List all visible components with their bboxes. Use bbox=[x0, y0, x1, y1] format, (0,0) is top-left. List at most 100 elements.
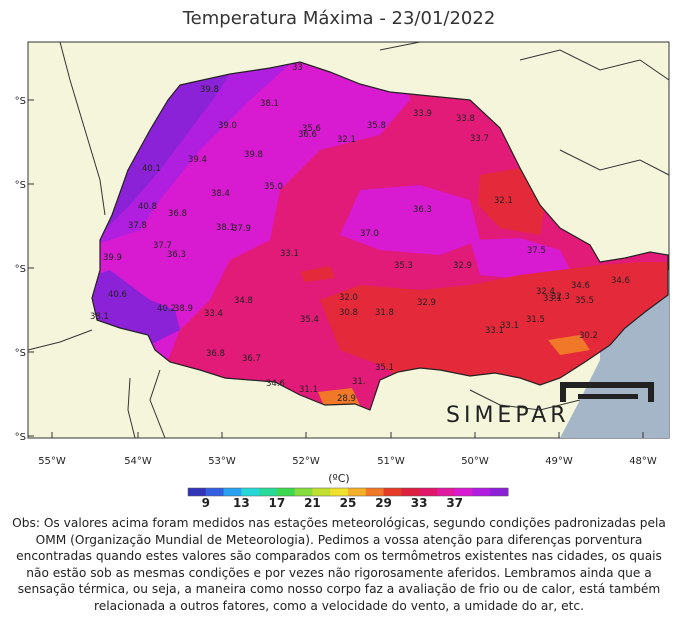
latitude-label: °S bbox=[15, 348, 26, 359]
colorbar-segment bbox=[241, 488, 260, 496]
station-value: 34.6 bbox=[571, 281, 590, 291]
station-value: 32.1 bbox=[494, 196, 513, 206]
station-value: 39.8 bbox=[200, 85, 219, 95]
colorbar-segment bbox=[472, 488, 491, 496]
station-value: 32.1 bbox=[337, 135, 356, 145]
station-value: 36.3 bbox=[167, 250, 186, 260]
station-value: 33.8 bbox=[456, 114, 475, 124]
station-value: 36.7 bbox=[242, 354, 261, 364]
latitude-label: °S bbox=[15, 432, 26, 443]
longitude-label: 54°W bbox=[124, 456, 152, 467]
station-value: 40.8 bbox=[138, 202, 157, 212]
station-value: 35.4 bbox=[300, 315, 319, 325]
logo-text: SIMEPAR bbox=[446, 403, 570, 428]
station-value: 37.5 bbox=[527, 246, 546, 256]
colorbar-segment bbox=[419, 488, 438, 496]
station-value: 38.9 bbox=[174, 304, 193, 314]
latitude-labels: °S °S °S °S °S bbox=[15, 96, 26, 443]
station-value: 32.0 bbox=[339, 293, 358, 303]
station-value: 37.7 bbox=[153, 241, 172, 251]
colorbar-label: 37 bbox=[446, 496, 463, 510]
colorbar-segment bbox=[365, 488, 385, 496]
station-value: 39.4 bbox=[188, 155, 207, 165]
station-value: 33.1 bbox=[543, 294, 562, 304]
longitude-label: 52°W bbox=[292, 456, 320, 467]
station-value: 33.1 bbox=[500, 321, 519, 331]
colorbar-segment bbox=[490, 488, 509, 496]
station-value: 36.3 bbox=[413, 205, 432, 215]
colorbar-segment bbox=[276, 488, 296, 496]
station-value: 28.9 bbox=[337, 394, 356, 404]
station-value: 38.1 bbox=[90, 312, 109, 322]
colorbar-label: 17 bbox=[269, 496, 286, 510]
station-value: 35.1 bbox=[375, 363, 394, 373]
station-value: 33.7 bbox=[470, 134, 489, 144]
temperature-colorbar: 9 13 17 21 25 29 33 37 bbox=[187, 487, 509, 510]
colorbar-label: 33 bbox=[411, 496, 428, 510]
longitude-label: 49°W bbox=[545, 456, 573, 467]
station-value: 39.8 bbox=[244, 150, 263, 160]
station-value: 30.8 bbox=[339, 308, 358, 318]
station-value: 31.1 bbox=[299, 385, 318, 395]
colorbar-segment bbox=[205, 488, 225, 496]
station-value: 38.1 bbox=[260, 99, 279, 109]
longitude-label: 48°W bbox=[629, 456, 657, 467]
colorbar-label: 9 bbox=[202, 496, 210, 510]
axis-ticks bbox=[28, 99, 644, 438]
colorbar-segment bbox=[401, 488, 420, 496]
station-value: 33.1 bbox=[485, 326, 504, 336]
station-value: 33.1 bbox=[280, 249, 299, 259]
latitude-label: °S bbox=[15, 180, 26, 191]
station-value: 32.9 bbox=[453, 261, 472, 271]
station-value: 37.8 bbox=[128, 221, 147, 231]
station-value: 34.6 bbox=[266, 379, 285, 389]
station-value: 38.1 bbox=[216, 223, 235, 233]
station-value: 32.3 bbox=[551, 292, 570, 302]
station-value: 36.8 bbox=[168, 209, 187, 219]
station-value: 36.6 bbox=[298, 130, 317, 140]
station-value: 30.2 bbox=[579, 331, 598, 341]
station-labels: 33 39.8 38.1 39.0 35.636.6 35.8 33.9 33.8 32.1 33… bbox=[90, 63, 630, 404]
colorbar-unit: (ºC) bbox=[328, 472, 350, 485]
station-value: 40.2 bbox=[157, 304, 176, 314]
station-value: 39.9 bbox=[103, 253, 122, 263]
colorbar-outline bbox=[187, 487, 509, 497]
longitude-label: 51°W bbox=[377, 456, 405, 467]
station-value: 36.8 bbox=[206, 349, 225, 359]
station-value: 35.5 bbox=[575, 296, 594, 306]
station-value: 31.8 bbox=[375, 308, 394, 318]
colorbar-segment bbox=[436, 488, 456, 496]
station-value: 37.9 bbox=[232, 224, 251, 234]
station-value: 33.4 bbox=[204, 309, 223, 319]
simepar-logo: SIMEPAR bbox=[446, 382, 654, 428]
colorbar-label: 25 bbox=[340, 496, 357, 510]
station-value: 34.6 bbox=[611, 276, 630, 286]
station-value: 33.9 bbox=[413, 109, 432, 119]
station-value: 32.4 bbox=[536, 287, 555, 297]
colorbar-segment bbox=[383, 488, 402, 496]
station-value: 35.8 bbox=[367, 121, 386, 131]
colorbar-segment bbox=[294, 488, 313, 496]
colorbar-segment bbox=[223, 488, 242, 496]
station-value: 38.4 bbox=[211, 189, 230, 199]
station-value: 40.6 bbox=[108, 290, 127, 300]
colorbar-label: 29 bbox=[375, 496, 392, 510]
colorbar-label: 13 bbox=[233, 496, 250, 510]
colorbar-segment bbox=[259, 488, 278, 496]
station-value: 31. bbox=[352, 377, 366, 387]
colorbar-label: 21 bbox=[304, 496, 321, 510]
station-value: 35.3 bbox=[394, 261, 413, 271]
colorbar-segment bbox=[312, 488, 331, 496]
station-value: 37.0 bbox=[360, 229, 379, 239]
station-value: 31.5 bbox=[526, 315, 545, 325]
colorbar-segment bbox=[348, 488, 367, 496]
longitude-label: 53°W bbox=[208, 456, 236, 467]
map-title: Temperatura Máxima - 23/01/2022 bbox=[182, 8, 496, 29]
station-value: 39.0 bbox=[218, 121, 237, 131]
station-value: 32.9 bbox=[417, 298, 436, 308]
colorbar-segment bbox=[188, 488, 207, 496]
station-value: 40.1 bbox=[142, 164, 161, 174]
latitude-label: °S bbox=[15, 96, 26, 107]
colorbar-segment bbox=[454, 488, 473, 496]
